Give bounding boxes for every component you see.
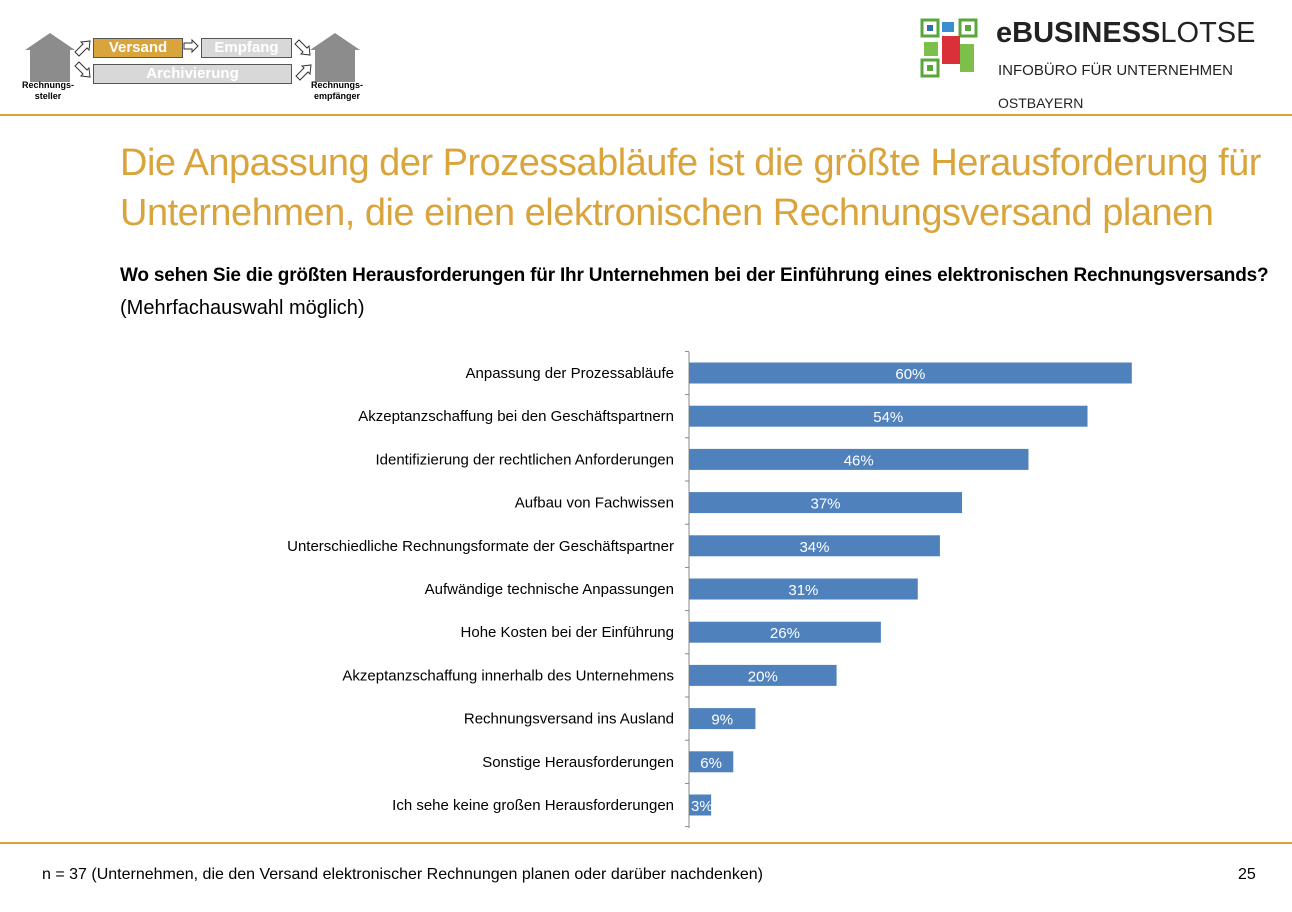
data-label: 37% (811, 496, 841, 513)
arrow-icon (294, 39, 311, 56)
qr-code-icon (920, 18, 978, 78)
bar (689, 751, 734, 773)
bar (689, 794, 712, 816)
arrow-icon (183, 38, 199, 54)
bar (689, 664, 837, 686)
archivierung-step: Archivierung (93, 64, 292, 84)
bar (689, 405, 1088, 427)
category-label: Aufwändige technische Anpassungen (425, 581, 674, 598)
arrow-icon (295, 64, 312, 81)
heading-block: Die Anpassung der Prozessabläufe ist die… (120, 138, 1288, 320)
logo-line2: OSTBAYERN (998, 95, 1084, 111)
page-number: 25 (1238, 866, 1256, 883)
data-label: 9% (711, 712, 733, 729)
survey-question: Wo sehen Sie die größten Herausforderung… (120, 265, 1269, 286)
receiver-label: Rechnungs- empfänger (310, 80, 363, 101)
logo-brand: eBUSINESSLOTSE (996, 17, 1256, 49)
bar (689, 492, 963, 514)
house-receiver-icon (310, 33, 360, 82)
category-label: Akzeptanzschaffung innerhalb des Unterne… (342, 667, 674, 684)
arrow-icon (74, 40, 91, 57)
bar (689, 621, 881, 643)
data-label: 60% (895, 366, 925, 383)
sample-footnote: n = 37 (Unternehmen, die den Versand ele… (42, 866, 763, 883)
data-label: 6% (700, 755, 722, 772)
data-label: 20% (748, 668, 778, 685)
bar (689, 708, 756, 730)
category-label: Rechnungsversand ins Ausland (464, 711, 674, 728)
sender-label: Rechnungs- steller (21, 80, 74, 101)
data-label: 3% (691, 798, 713, 815)
house-sender-icon (25, 33, 75, 82)
process-arrows (25, 33, 360, 82)
page-title: Die Anpassung der Prozessabläufe ist die… (120, 142, 1261, 234)
category-label: Sonstige Herausforderungen (482, 754, 674, 771)
data-label: 34% (799, 539, 829, 556)
bar (689, 578, 918, 600)
bar (689, 362, 1132, 384)
bar (689, 535, 940, 557)
category-label: Unterschiedliche Rechnungsformate der Ge… (287, 538, 674, 555)
bar-chart: Anpassung der Prozessabläufe 60% Akzeptanz… (287, 350, 1132, 828)
category-label: Anpassung der Prozessabläufe (466, 365, 674, 382)
multiple-choice-hint: (Mehrfachauswahl möglich) (120, 297, 365, 319)
arrow-icon (74, 61, 91, 78)
header-divider (0, 114, 1292, 116)
category-label: Aufbau von Fachwissen (515, 495, 674, 512)
category-label: Ich sehe keine großen Herausforderungen (392, 797, 674, 814)
category-label: Identifizierung der rechtlichen Anforder… (375, 451, 674, 468)
footer-divider (0, 842, 1292, 844)
data-label: 46% (844, 452, 874, 469)
data-label: 26% (770, 625, 800, 642)
empfang-step: Empfang (201, 38, 292, 58)
category-label: Hohe Kosten bei der Einführung (461, 624, 674, 641)
logo-line1: INFOBÜRO FÜR UNTERNEHMEN (998, 62, 1233, 79)
bar (689, 448, 1029, 470)
data-label: 31% (788, 582, 818, 599)
versand-step: Versand (93, 38, 183, 58)
category-label: Akzeptanzschaffung bei den Geschäftspart… (358, 408, 674, 425)
data-label: 54% (873, 409, 903, 426)
